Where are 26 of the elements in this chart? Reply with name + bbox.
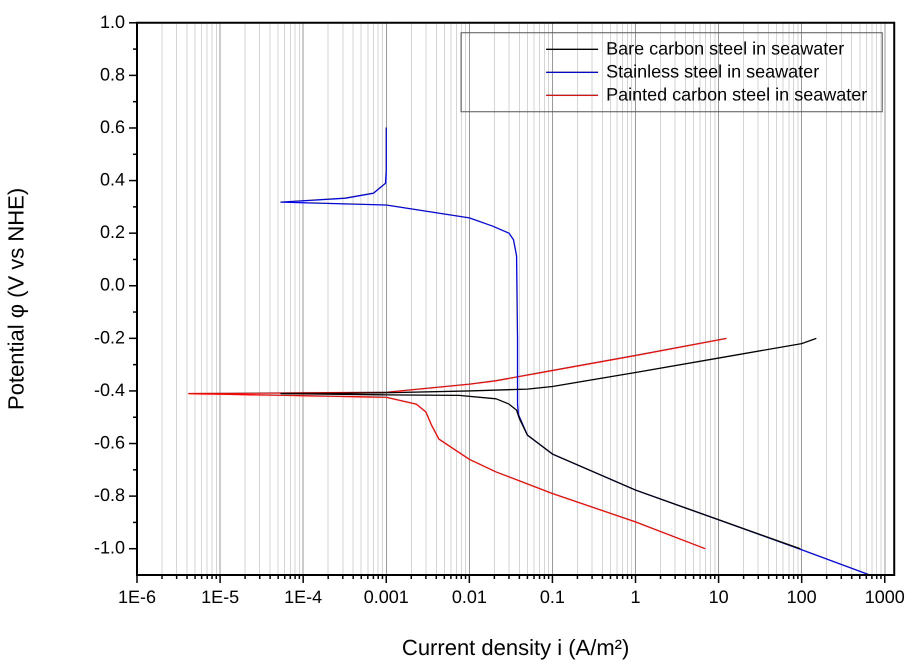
y-tick-label: 0.2 xyxy=(100,222,125,242)
legend-label: Painted carbon steel in seawater xyxy=(606,84,868,104)
y-tick-label: 0.6 xyxy=(100,116,125,137)
y-tick-label: -0.4 xyxy=(94,380,125,400)
legend-label: Bare carbon steel in seawater xyxy=(606,38,844,58)
x-tick-label: 1E-5 xyxy=(201,586,240,607)
y-tick-label: -0.2 xyxy=(94,327,125,348)
x-axis-title: Current density i (A/m²) xyxy=(402,634,630,660)
x-tick-label: 1E-6 xyxy=(118,586,156,607)
y-tick-label: -0.8 xyxy=(94,485,125,506)
y-axis-title: Potential φ (V vs NHE) xyxy=(3,188,28,410)
y-tick-label: -0.6 xyxy=(94,432,125,452)
x-tick-label: 0.1 xyxy=(540,586,565,607)
x-tick-label: 1E-4 xyxy=(284,586,322,607)
x-tick-label: 1 xyxy=(630,586,641,607)
y-tick-label: 0.0 xyxy=(100,274,125,295)
legend-label: Stainless steel in seawater xyxy=(606,61,820,82)
x-tick-label: 0.001 xyxy=(364,586,409,607)
x-tick-label: 1000 xyxy=(864,586,905,607)
x-tick-label: 0.01 xyxy=(452,586,487,607)
y-tick-label: 1.0 xyxy=(100,12,125,32)
x-tick-label: 10 xyxy=(708,586,729,607)
y-tick-label: -1.0 xyxy=(94,538,125,558)
x-tick-label: 100 xyxy=(786,586,817,607)
y-tick-label: 0.8 xyxy=(100,64,125,84)
y-tick-label: 0.4 xyxy=(100,170,125,190)
